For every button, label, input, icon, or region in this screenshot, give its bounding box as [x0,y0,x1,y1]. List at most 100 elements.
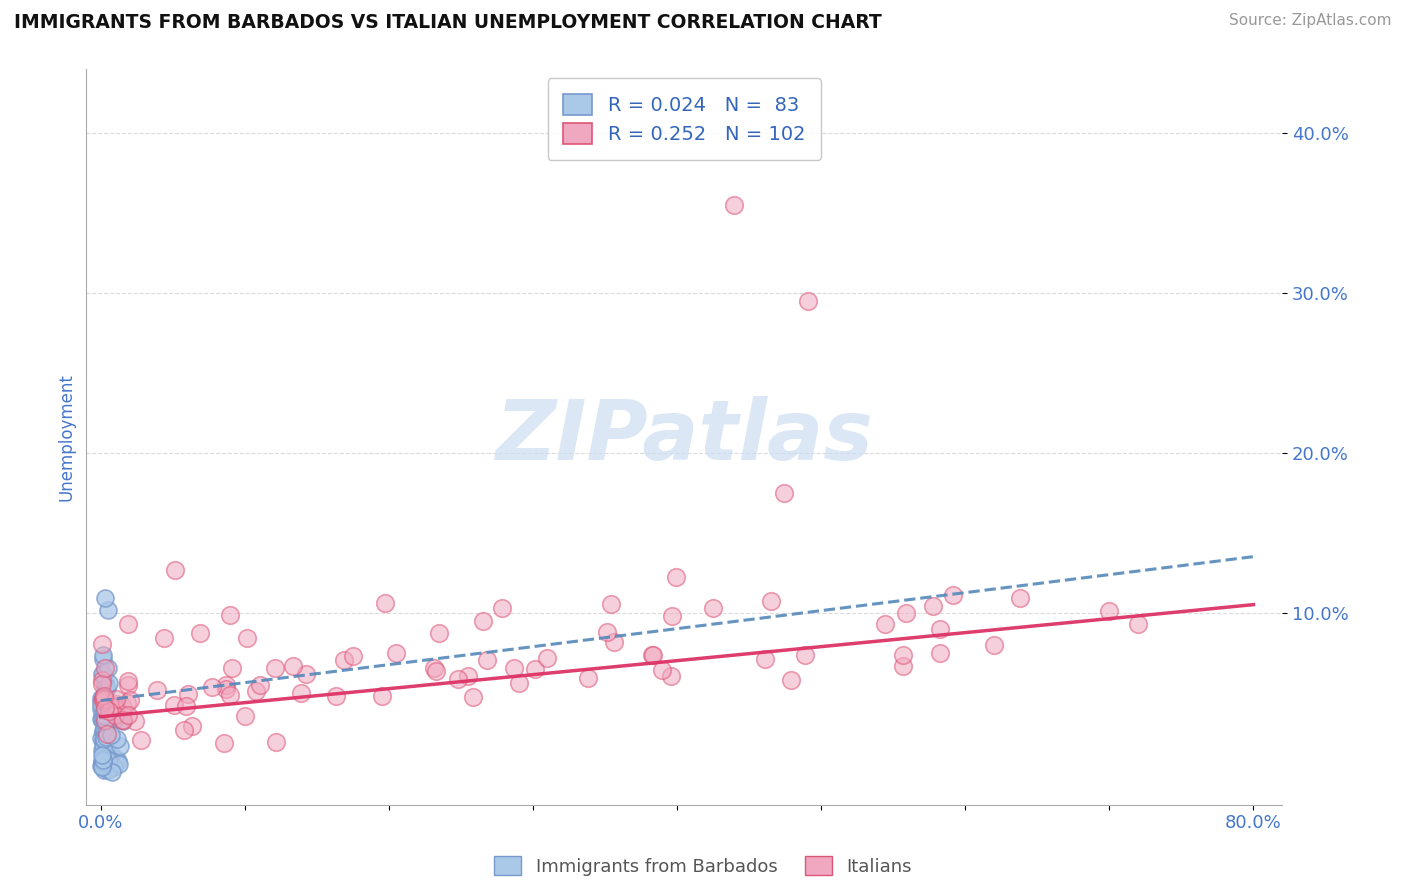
Point [921,599,943,613]
Point [94,692,117,706]
Point [90,759,112,773]
Point [97,675,120,690]
Point [90,694,112,708]
Point [93,723,115,737]
Point [177,687,200,701]
Point [98,752,121,766]
Point [163,698,186,713]
Point [91,652,114,666]
Point [94,661,117,675]
Point [90,698,112,712]
Point [472,614,495,628]
Point [91,714,114,728]
Point [111,714,134,728]
Point [794,648,817,662]
Point [90,666,112,681]
Point [759,594,782,608]
Point [91,638,114,652]
Point [97,661,120,675]
Point [104,692,127,706]
Point [427,625,450,640]
Point [117,617,139,632]
Point [93,666,115,681]
Point [96,714,118,728]
Point [90,748,112,763]
Point [1008,591,1031,606]
Point [117,677,139,691]
Point [173,723,195,738]
Point [97,747,120,761]
Point [425,664,447,678]
Point [374,596,396,610]
Point [875,617,897,632]
Point [96,743,118,757]
Point [129,732,152,747]
Point [91,677,114,691]
Point [463,690,485,705]
Point [94,731,117,745]
Point [107,756,129,771]
Point [91,755,114,769]
Point [91,709,114,723]
Point [754,652,776,666]
Point [91,673,114,687]
Point [117,708,139,723]
Point [97,602,120,616]
Point [249,678,271,692]
Legend: R = 0.024   N =  83, R = 0.252   N = 102: R = 0.024 N = 83, R = 0.252 N = 102 [547,78,821,160]
Point [115,696,138,710]
Point [111,700,134,714]
Point [1098,604,1121,618]
Point [100,698,122,713]
Point [219,688,242,702]
Point [342,648,364,663]
Point [111,714,134,728]
Point [90,757,112,772]
Point [780,673,803,688]
Point [93,764,115,778]
Point [97,752,120,766]
Point [93,754,115,768]
Point [98,704,121,718]
Point [371,689,394,703]
Point [90,760,112,774]
Point [93,691,115,706]
Point [153,631,176,645]
Point [93,714,115,728]
Point [94,713,117,727]
Point [117,674,139,689]
Point [325,689,347,703]
Point [90,712,112,726]
Point [91,742,114,756]
Point [896,606,918,620]
Point [94,751,117,765]
Point [93,703,115,717]
Point [124,714,146,729]
Point [508,676,530,690]
Text: ZIPatlas: ZIPatlas [495,396,873,477]
Point [146,683,169,698]
Point [93,694,115,708]
Point [97,714,120,728]
Point [665,570,688,584]
Point [103,712,125,726]
Point [93,591,115,606]
Point [641,648,664,662]
Point [93,722,115,736]
Point [174,699,197,714]
Point [93,746,115,760]
Point [98,698,121,712]
Point [221,661,243,675]
Point [90,702,112,716]
Point [98,747,121,761]
Point [107,754,129,768]
Point [641,648,664,662]
Text: IMMIGRANTS FROM BARBADOS VS ITALIAN UNEMPLOYMENT CORRELATION CHART: IMMIGRANTS FROM BARBADOS VS ITALIAN UNEM… [14,13,882,32]
Point [100,728,122,742]
Point [576,671,599,685]
Point [91,690,114,704]
Point [93,731,115,746]
Y-axis label: Unemployment: Unemployment [58,373,75,500]
Point [266,735,288,749]
Text: Source: ZipAtlas.com: Source: ZipAtlas.com [1229,13,1392,29]
